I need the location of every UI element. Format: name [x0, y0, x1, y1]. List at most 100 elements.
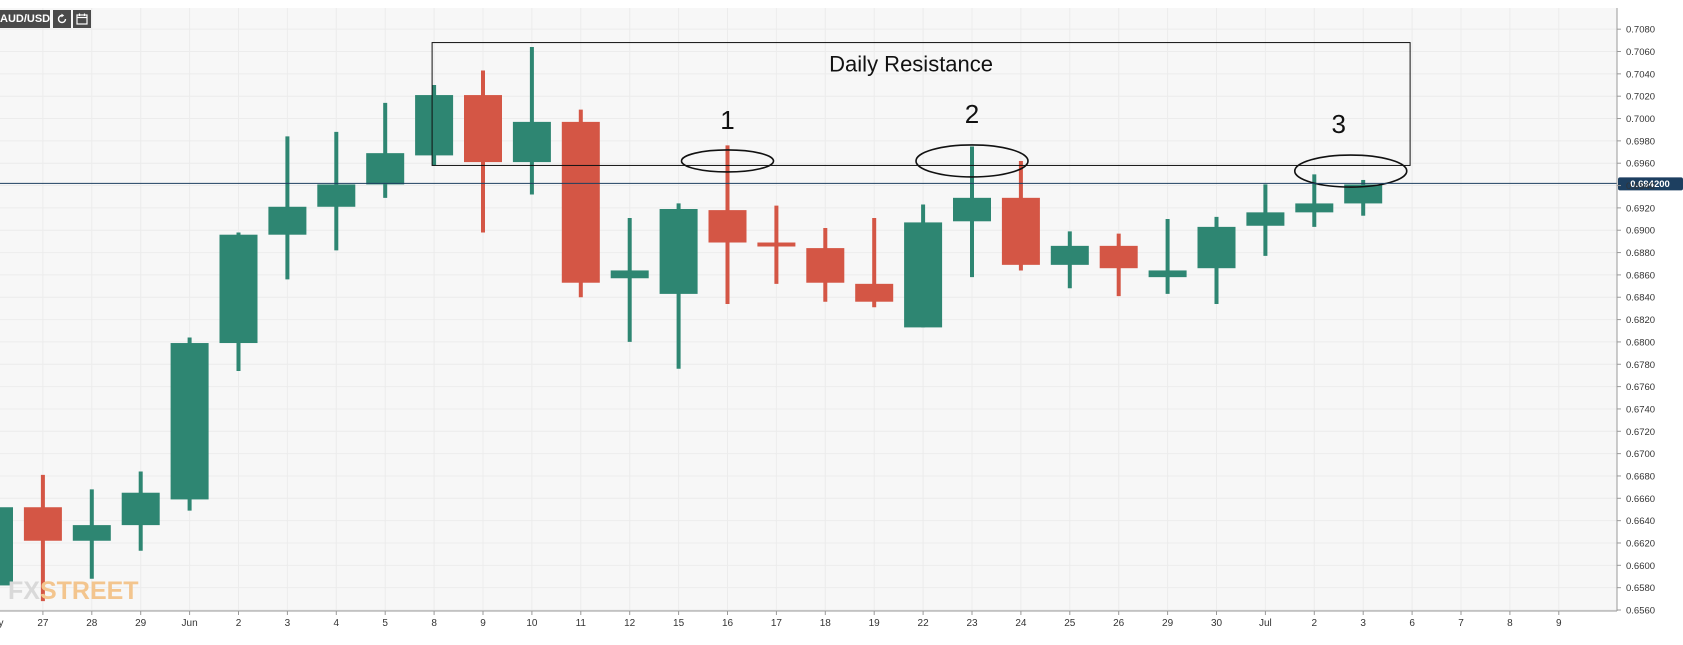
x-tick-label: 17	[771, 618, 783, 629]
touch-label: 2	[965, 99, 979, 129]
x-tick-label: 15	[673, 618, 685, 629]
candle[interactable]	[1001, 160, 1040, 271]
refresh-button[interactable]	[53, 10, 71, 28]
candle-body[interactable]	[904, 222, 943, 328]
candle-body[interactable]	[170, 343, 209, 500]
x-tick-label: 25	[1064, 618, 1076, 629]
x-tick-label: 22	[918, 618, 930, 629]
candle-body[interactable]	[1197, 226, 1236, 269]
candle-body[interactable]	[464, 95, 502, 163]
candle[interactable]	[659, 203, 698, 369]
candle[interactable]	[72, 489, 111, 579]
candle[interactable]	[806, 227, 845, 302]
candle[interactable]	[1050, 231, 1089, 289]
x-tick-label: 18	[820, 618, 832, 629]
touch-ellipse[interactable]	[680, 149, 775, 173]
grid	[0, 8, 1617, 611]
x-tick-label: 11	[576, 618, 587, 629]
candle[interactable]	[1246, 184, 1285, 256]
candle[interactable]	[904, 204, 943, 328]
candle[interactable]	[464, 70, 502, 233]
y-tick-label: 0.6640	[1626, 516, 1655, 527]
candle[interactable]	[0, 507, 13, 590]
candle-body[interactable]	[1001, 197, 1040, 265]
candle[interactable]	[610, 217, 649, 342]
candle[interactable]	[1099, 233, 1138, 297]
x-tick-label: 4	[334, 618, 340, 629]
y-tick-label: 0.6880	[1626, 248, 1655, 259]
symbol-badge[interactable]: AUD/USD	[0, 10, 50, 28]
candle-body[interactable]	[1246, 212, 1285, 226]
candle[interactable]	[855, 217, 894, 308]
candle-body[interactable]	[268, 206, 307, 235]
candle[interactable]	[512, 47, 551, 195]
candle[interactable]	[219, 232, 258, 371]
x-tick-label: 27	[37, 618, 49, 629]
candle-body[interactable]	[757, 242, 796, 247]
y-tick-label: 0.7060	[1626, 47, 1655, 58]
y-tick-label: 0.6560	[1626, 606, 1655, 617]
candle-body[interactable]	[317, 184, 356, 207]
candle-body[interactable]	[1050, 245, 1089, 265]
candle[interactable]	[317, 131, 356, 251]
plot-area	[0, 8, 1617, 611]
candle[interactable]	[1148, 219, 1187, 294]
candle-body[interactable]	[806, 248, 845, 283]
candle[interactable]	[23, 474, 62, 602]
candle[interactable]	[757, 205, 796, 284]
candle-body[interactable]	[366, 153, 405, 185]
current-price-label: 0.694200	[1630, 179, 1670, 190]
y-tick-label: 0.7000	[1626, 114, 1655, 125]
x-tick-label: 12	[624, 618, 636, 629]
candle[interactable]	[366, 102, 405, 198]
candle[interactable]	[561, 109, 600, 298]
y-tick-label: 0.6840	[1626, 293, 1655, 304]
candle[interactable]	[1197, 216, 1236, 304]
x-tick-label: Jun	[182, 618, 198, 629]
y-tick-label: 0.6980	[1626, 136, 1655, 147]
axes: 0.7080 0.7060 0.7040 0.7020 0.7000 0.6980 0.69…	[0, 8, 1655, 629]
candle-body[interactable]	[610, 270, 649, 279]
x-tick-label: 2	[1312, 618, 1318, 629]
candle-body[interactable]	[953, 197, 991, 222]
y-tick-label: 0.6660	[1626, 494, 1655, 505]
candle-body[interactable]	[1344, 184, 1383, 204]
candle-body[interactable]	[23, 507, 62, 541]
candle-body[interactable]	[72, 525, 111, 541]
x-tick-label: 9	[1556, 618, 1562, 629]
x-tick-label: 6	[1409, 618, 1415, 629]
candle-body[interactable]	[121, 492, 160, 526]
touch-ellipse[interactable]	[1293, 154, 1408, 188]
touch-ellipse[interactable]	[915, 144, 1029, 178]
candle[interactable]	[121, 471, 160, 551]
candle[interactable]	[415, 85, 454, 166]
y-tick-label: 0.6960	[1626, 159, 1655, 170]
candle-body[interactable]	[512, 121, 551, 163]
x-tick-label: 3	[1360, 618, 1366, 629]
y-tick-label: 0.7080	[1626, 25, 1655, 36]
x-tick-label: 7	[1458, 618, 1464, 629]
candle[interactable]	[170, 337, 209, 511]
candles[interactable]	[0, 47, 1383, 602]
candle-body[interactable]	[1295, 203, 1334, 213]
y-tick-label: 0.6760	[1626, 382, 1655, 393]
candle-body[interactable]	[855, 283, 894, 302]
candle-body[interactable]	[1148, 270, 1187, 278]
y-tick-label: 0.6820	[1626, 315, 1655, 326]
candle-body[interactable]	[708, 210, 747, 243]
candle-body[interactable]	[659, 209, 698, 294]
candle-body[interactable]	[219, 234, 258, 344]
annotation-layer[interactable]: Daily Resistance 1 2 3 0.694200	[0, 42, 1683, 191]
candle[interactable]	[953, 146, 991, 278]
resistance-box[interactable]	[431, 42, 1411, 166]
calendar-button[interactable]	[73, 10, 91, 28]
candle-body[interactable]	[1099, 245, 1138, 269]
candle[interactable]	[268, 136, 307, 280]
y-tick-label: 0.6920	[1626, 203, 1655, 214]
y-tick-label: 0.6860	[1626, 270, 1655, 281]
candle-body[interactable]	[561, 121, 600, 283]
candle-body[interactable]	[415, 95, 454, 156]
candle-body[interactable]	[0, 507, 13, 586]
